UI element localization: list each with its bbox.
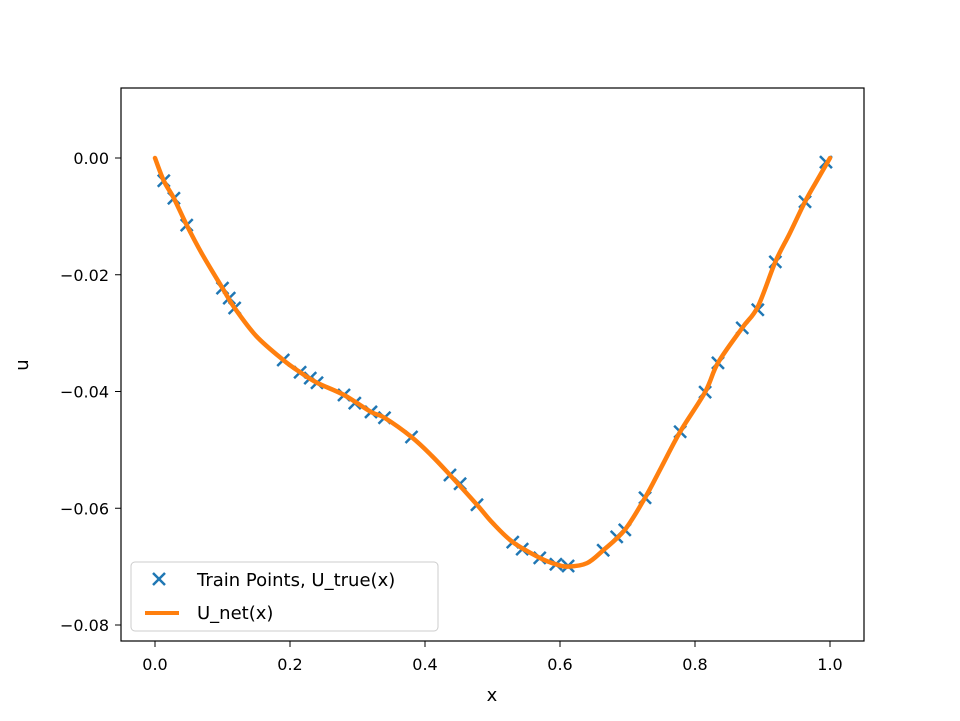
y-tick-label: −0.08 xyxy=(60,616,109,635)
axes-frame xyxy=(120,87,865,642)
plot-area xyxy=(152,155,833,573)
x-tick-label: 0.0 xyxy=(142,655,167,674)
y-tick-label: 0.00 xyxy=(73,149,109,168)
x-tick-label: 1.0 xyxy=(817,655,842,674)
legend-box xyxy=(130,561,439,632)
y-tick-label: −0.02 xyxy=(60,266,109,285)
x-tick-label: 0.2 xyxy=(277,655,302,674)
x-tick-label: 0.6 xyxy=(547,655,572,674)
x-tick-label: 0.8 xyxy=(682,655,707,674)
legend-label-train-points: Train Points, U_true(x) xyxy=(196,570,395,591)
y-tick-label: −0.04 xyxy=(60,383,109,402)
legend-label-unet: U_net(x) xyxy=(197,603,273,624)
y-tick-label: −0.06 xyxy=(60,499,109,518)
y-axis-label: u xyxy=(12,359,33,370)
y-axis-ticks: 0.00 −0.02 −0.04 −0.06 −0.08 xyxy=(60,149,121,635)
unet-line-series xyxy=(152,155,833,569)
x-tick-label: 0.4 xyxy=(412,655,437,674)
legend-x-marker-icon xyxy=(152,572,166,586)
x-axis-label: x xyxy=(487,685,498,706)
legend: Train Points, U_true(x) U_net(x) xyxy=(130,561,439,632)
x-axis-ticks: 0.0 0.2 0.4 0.6 0.8 1.0 xyxy=(142,641,843,674)
